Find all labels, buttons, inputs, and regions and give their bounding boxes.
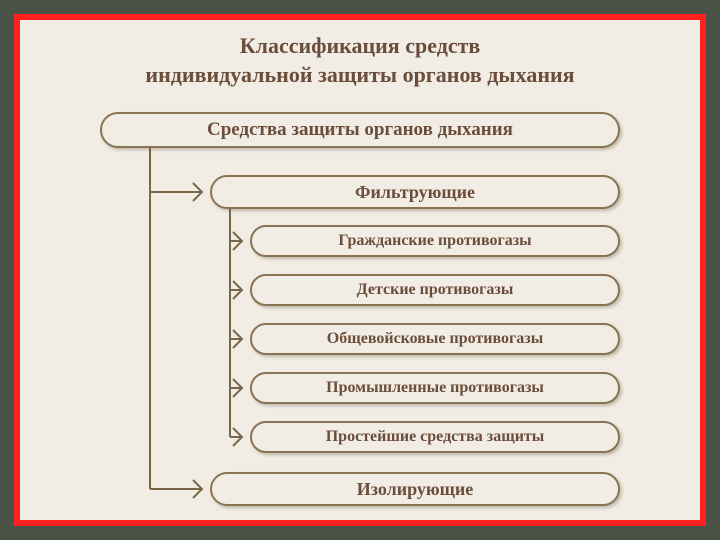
node-item: Гражданские противогазы [250, 225, 620, 257]
red-frame: Классификация средств индивидуальной защ… [14, 14, 706, 526]
node-isolating-label: Изолирующие [357, 479, 473, 500]
node-filtering: Фильтрующие [210, 175, 620, 209]
node-item: Промышленные противогазы [250, 372, 620, 404]
node-item: Простейшие средства защиты [250, 421, 620, 453]
node-item-label: Детские противогазы [357, 281, 514, 299]
paper-area: Классификация средств индивидуальной защ… [20, 20, 700, 520]
node-root: Средства защиты органов дыхания [100, 112, 620, 148]
node-item-label: Гражданские противогазы [338, 232, 531, 250]
node-item: Общевойсковые противогазы [250, 323, 620, 355]
node-item-label: Простейшие средства защиты [326, 428, 545, 446]
title-line-1: Классификация средств [20, 32, 700, 61]
node-filtering-label: Фильтрующие [355, 182, 475, 203]
title-line-2: индивидуальной защиты органов дыхания [20, 61, 700, 90]
node-item-label: Общевойсковые противогазы [327, 330, 543, 348]
node-isolating: Изолирующие [210, 472, 620, 506]
node-root-label: Средства защиты органов дыхания [207, 119, 513, 141]
node-item-label: Промышленные противогазы [326, 379, 544, 397]
node-item: Детские противогазы [250, 274, 620, 306]
diagram-title: Классификация средств индивидуальной защ… [20, 32, 700, 89]
